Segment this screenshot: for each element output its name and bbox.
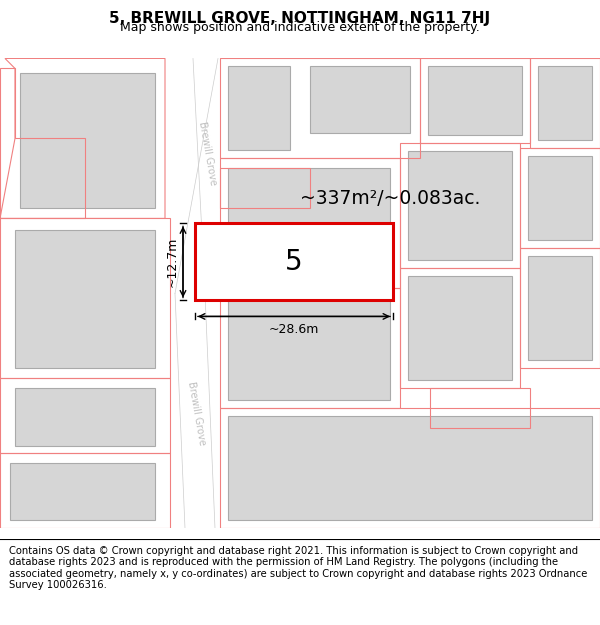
- Polygon shape: [228, 416, 592, 521]
- Text: 5, BREWILL GROVE, NOTTINGHAM, NG11 7HJ: 5, BREWILL GROVE, NOTTINGHAM, NG11 7HJ: [109, 11, 491, 26]
- Polygon shape: [528, 156, 592, 241]
- Text: ~337m²/~0.083ac.: ~337m²/~0.083ac.: [300, 189, 480, 208]
- Polygon shape: [175, 58, 218, 294]
- Text: ~12.7m: ~12.7m: [166, 237, 179, 287]
- Text: Brewill Grove: Brewill Grove: [197, 121, 218, 186]
- Polygon shape: [428, 66, 522, 136]
- Polygon shape: [310, 66, 410, 133]
- Text: Map shows position and indicative extent of the property.: Map shows position and indicative extent…: [120, 21, 480, 34]
- Polygon shape: [228, 168, 390, 281]
- Bar: [195, 223, 393, 301]
- Polygon shape: [15, 231, 155, 368]
- Polygon shape: [538, 66, 592, 141]
- Polygon shape: [408, 151, 512, 261]
- Polygon shape: [528, 256, 592, 361]
- Polygon shape: [10, 463, 155, 521]
- Text: Brewill Grove: Brewill Grove: [187, 381, 208, 446]
- Polygon shape: [20, 73, 155, 209]
- Polygon shape: [228, 296, 390, 401]
- Text: Contains OS data © Crown copyright and database right 2021. This information is : Contains OS data © Crown copyright and d…: [9, 546, 587, 591]
- Polygon shape: [228, 66, 290, 151]
- Polygon shape: [408, 276, 512, 381]
- Text: 5: 5: [285, 248, 303, 276]
- Polygon shape: [15, 388, 155, 446]
- Polygon shape: [175, 294, 215, 528]
- Text: ~28.6m: ~28.6m: [269, 324, 319, 336]
